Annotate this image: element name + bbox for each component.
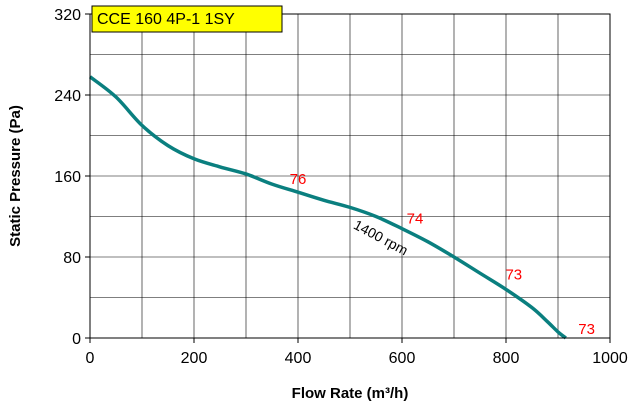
sound-level-label: 74 — [407, 211, 424, 228]
x-tick-label: 200 — [181, 350, 208, 367]
title-box — [91, 5, 283, 33]
y-tick-label: 160 — [54, 169, 81, 186]
sound-level-label: 73 — [505, 266, 522, 283]
y-axis-title: Static Pressure (Pa) — [7, 105, 24, 247]
y-tick-label: 240 — [54, 88, 81, 105]
y-tick-label: 80 — [63, 250, 81, 267]
x-axis-title: Flow Rate (m³/h) — [292, 385, 409, 402]
y-tick-label: 320 — [54, 7, 81, 24]
y-axis-ticks: 0 80 160 240 320 — [54, 7, 90, 348]
sound-level-annotations: 76 74 73 73 — [290, 171, 595, 338]
chart-title: CCE 160 4P-1 1SY — [97, 11, 235, 28]
x-tick-label: 600 — [389, 350, 416, 367]
sound-level-label: 73 — [578, 321, 595, 338]
series-line-1400-rpm — [88, 75, 567, 340]
plot-frame — [89, 13, 611, 339]
x-tick-label: 0 — [86, 350, 95, 367]
y-tick-label: 0 — [72, 331, 81, 348]
x-tick-label: 1000 — [592, 350, 628, 367]
x-tick-label: 400 — [285, 350, 312, 367]
x-tick-label: 800 — [493, 350, 520, 367]
x-axis-ticks: 0 200 400 600 800 1000 — [86, 338, 628, 367]
sound-level-label: 76 — [290, 171, 307, 188]
chart-title-box: CCE 160 4P-1 1SY — [91, 5, 283, 33]
grid-lines — [90, 14, 610, 338]
